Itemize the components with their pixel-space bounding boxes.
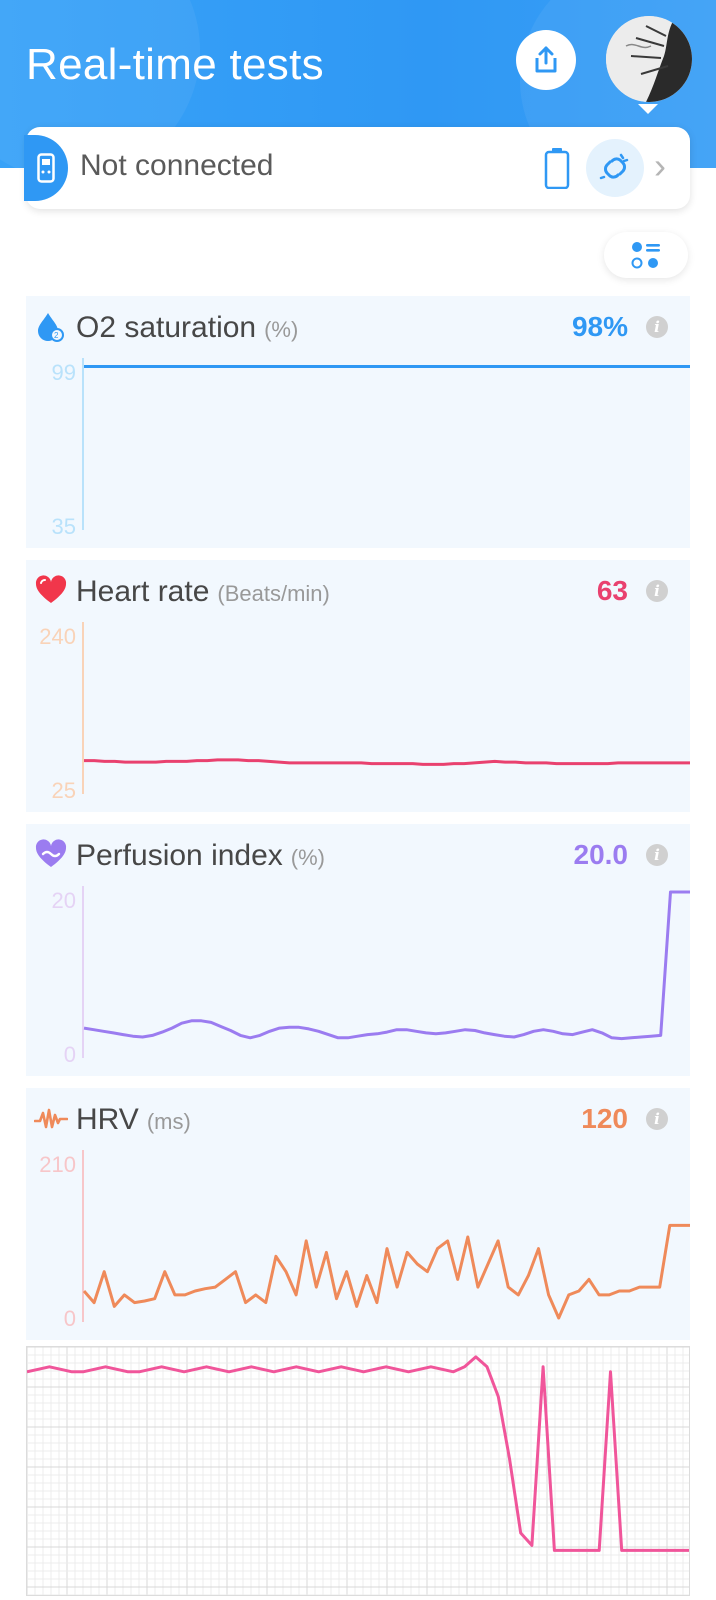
perfusion-index-unit: (%) [290, 845, 326, 870]
svg-text:2: 2 [54, 331, 59, 340]
spo2-chart [82, 358, 690, 530]
perfusion-index-chart [82, 886, 690, 1058]
tree-photo-icon [606, 16, 692, 102]
link-icon [599, 153, 629, 180]
heart-rate-unit: (Beats/min) [217, 581, 330, 606]
spo2-title: O2 saturation (%) [76, 311, 299, 344]
heart-rate-y-min: 25 [51, 778, 76, 803]
heart-rate-value: 63 [596, 575, 628, 606]
perfusion-index-panel[interactable]: Perfusion index (%) 20.0 i 20 0 [26, 824, 690, 1076]
ecg-series-line [26, 1355, 689, 1552]
battery-icon [544, 147, 570, 194]
info-icon[interactable]: i [646, 316, 668, 338]
perfusion-index-title: Perfusion index (%) [76, 839, 326, 872]
spo2-unit: (%) [264, 317, 299, 342]
perfusion-index-y-max: 20 [51, 888, 76, 913]
hrv-chart [82, 1150, 690, 1322]
info-icon[interactable]: i [646, 580, 668, 602]
connection-status: Not connected [80, 149, 274, 182]
heart-rate-panel[interactable]: Heart rate (Beats/min) 63 i 240 25 [26, 560, 690, 812]
spo2-y-max: 99 [51, 360, 76, 385]
hrv-series-line [82, 1223, 690, 1320]
share-icon [535, 46, 557, 73]
hr-series-line [84, 758, 690, 766]
hrv-y-min: 0 [63, 1306, 76, 1331]
info-icon[interactable]: i [646, 844, 668, 866]
device-tab [24, 135, 68, 201]
chevron-right-icon[interactable]: › [654, 145, 666, 186]
info-icon[interactable]: i [646, 1108, 668, 1130]
app-header: Real-time tests [0, 0, 716, 168]
spo2-value: 98% [571, 311, 628, 342]
user-avatar[interactable] [606, 16, 692, 102]
spo2-panel[interactable]: 2 O2 saturation (%) 98% i 99 35 [26, 296, 690, 548]
heart-rate-y-max: 240 [39, 624, 76, 649]
heart-icon [35, 575, 67, 603]
avatar-dropdown-caret[interactable] [638, 104, 658, 114]
spo2-y-min: 35 [51, 514, 76, 539]
perfusion-index-y-min: 0 [63, 1042, 76, 1067]
share-button[interactable] [516, 30, 576, 90]
hrv-value: 120 [581, 1103, 628, 1134]
pi-series-line [83, 890, 690, 1041]
hrv-y-max: 210 [39, 1152, 76, 1177]
heart-rate-title: Heart rate (Beats/min) [76, 575, 330, 608]
hrv-title: HRV (ms) [76, 1103, 191, 1136]
perfusion-index-value: 20.0 [573, 839, 629, 870]
hrv-wave-icon [34, 1108, 68, 1129]
ecg-waveform [26, 1346, 690, 1596]
ecg-chart [26, 1346, 689, 1596]
connection-card[interactable]: Not connected › [24, 127, 690, 209]
page-title: Real-time tests [26, 40, 324, 89]
layout-toggle-button[interactable] [604, 232, 688, 278]
oximeter-device-icon [37, 153, 55, 183]
bluetooth-link-button[interactable] [586, 139, 644, 197]
o2-drop-icon: 2 [38, 313, 64, 342]
hrv-unit: (ms) [146, 1109, 191, 1134]
list-layout-icon [631, 242, 660, 269]
heart-rate-chart [82, 622, 690, 794]
hrv-panel[interactable]: HRV (ms) 120 i 210 0 [26, 1088, 690, 1340]
perfusion-heart-icon [35, 839, 67, 867]
